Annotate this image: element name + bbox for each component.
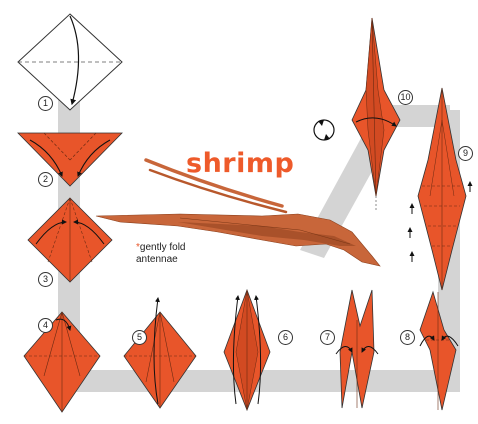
step-number-10: 10 — [398, 90, 413, 105]
diagram-title: shrimp — [186, 148, 295, 179]
step-number-3: 3 — [38, 272, 53, 287]
step-4-figure — [23, 311, 101, 413]
step-number-5: 5 — [132, 330, 147, 345]
step-number-8: 8 — [400, 330, 415, 345]
step-10-figure — [351, 17, 401, 210]
step-number-2: 2 — [38, 172, 53, 187]
step-number-7: 7 — [320, 330, 335, 345]
step-6-figure — [223, 288, 271, 412]
step-1-figure — [17, 13, 123, 111]
step-2-figure — [17, 132, 123, 187]
step-number-6: 6 — [278, 330, 293, 345]
note-mark: * — [136, 242, 140, 253]
finished-shrimp-model — [95, 158, 381, 267]
step-number-4: 4 — [38, 318, 53, 333]
step-number-9: 9 — [458, 146, 473, 161]
rotate-icon — [313, 119, 335, 141]
note-line-1: *gently fold — [136, 242, 186, 254]
note-text-1: gently fold — [139, 242, 186, 253]
step-7-figure — [335, 289, 379, 409]
step-9-figure — [407, 87, 473, 291]
step-8-figure — [419, 290, 459, 411]
antennae-note: *gently fold antennae — [136, 242, 186, 266]
note-text-2: antennae — [136, 254, 178, 265]
step-number-1: 1 — [38, 96, 53, 111]
step-3-figure — [27, 197, 113, 283]
